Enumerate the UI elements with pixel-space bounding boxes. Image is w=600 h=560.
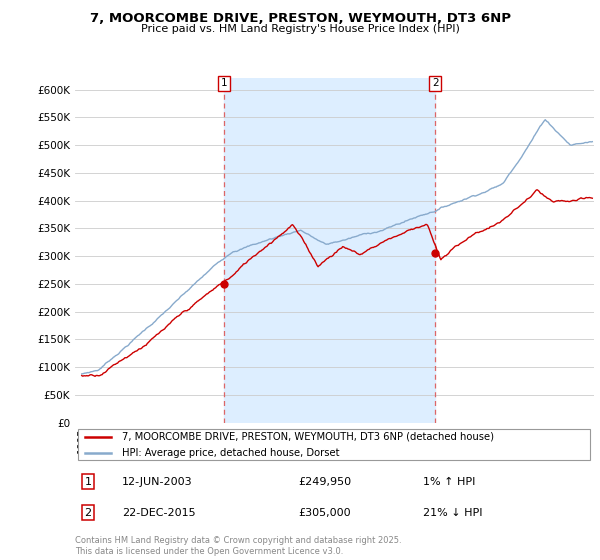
Text: 1: 1 bbox=[85, 477, 91, 487]
Text: 2: 2 bbox=[85, 507, 92, 517]
Text: Price paid vs. HM Land Registry's House Price Index (HPI): Price paid vs. HM Land Registry's House … bbox=[140, 24, 460, 34]
Text: 1: 1 bbox=[221, 78, 227, 88]
Text: 21% ↓ HPI: 21% ↓ HPI bbox=[423, 507, 482, 517]
Text: 7, MOORCOMBE DRIVE, PRESTON, WEYMOUTH, DT3 6NP (detached house): 7, MOORCOMBE DRIVE, PRESTON, WEYMOUTH, D… bbox=[122, 432, 494, 442]
FancyBboxPatch shape bbox=[77, 429, 590, 460]
Text: HPI: Average price, detached house, Dorset: HPI: Average price, detached house, Dors… bbox=[122, 447, 339, 458]
Text: £249,950: £249,950 bbox=[298, 477, 351, 487]
Text: £305,000: £305,000 bbox=[298, 507, 351, 517]
Bar bbox=[224, 78, 435, 423]
Text: 2: 2 bbox=[432, 78, 439, 88]
Text: 1% ↑ HPI: 1% ↑ HPI bbox=[423, 477, 475, 487]
Text: 22-DEC-2015: 22-DEC-2015 bbox=[122, 507, 196, 517]
Text: 12-JUN-2003: 12-JUN-2003 bbox=[122, 477, 193, 487]
Text: 7, MOORCOMBE DRIVE, PRESTON, WEYMOUTH, DT3 6NP: 7, MOORCOMBE DRIVE, PRESTON, WEYMOUTH, D… bbox=[89, 12, 511, 25]
Text: Contains HM Land Registry data © Crown copyright and database right 2025.
This d: Contains HM Land Registry data © Crown c… bbox=[75, 536, 401, 556]
